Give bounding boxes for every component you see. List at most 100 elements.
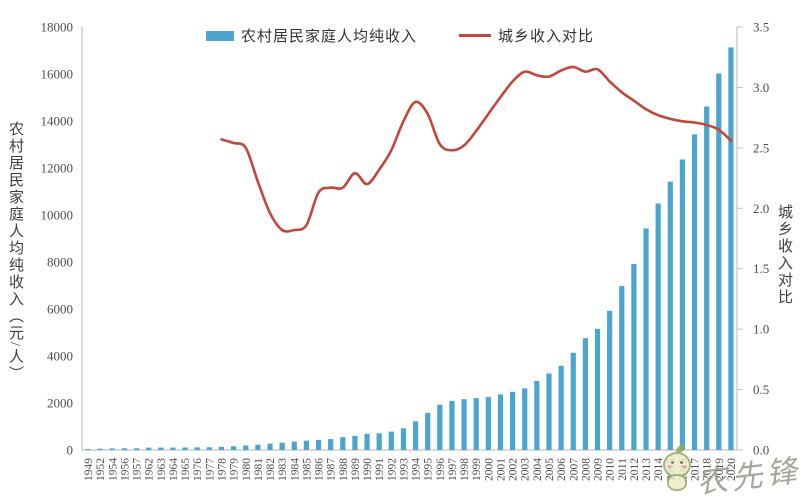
right-tick-label: 3.5 [753, 20, 769, 35]
left-tick-label: 18000 [41, 20, 74, 35]
x-tick-label: 2002 [508, 458, 520, 481]
bar [85, 448, 91, 450]
x-tick-label: 1949 [83, 458, 95, 481]
right-tick-label: 1.5 [753, 261, 769, 276]
x-tick-label: 2013 [641, 458, 653, 481]
legend: 农村居民家庭人均纯收入 城乡收入对比 [0, 25, 800, 46]
bar [582, 338, 588, 450]
x-tick-label: 1980 [241, 458, 253, 481]
right-tick-label: 2.0 [753, 201, 769, 216]
x-tick-label: 1984 [289, 458, 301, 481]
right-tick-label: 3.0 [753, 80, 769, 95]
bar [194, 447, 200, 450]
bar [388, 431, 394, 450]
bar [255, 444, 261, 450]
legend-line-swatch [459, 34, 491, 37]
x-tick-label: 1976 [192, 458, 204, 481]
bar [570, 352, 576, 450]
x-tick-label: 1991 [374, 458, 386, 481]
bar [146, 447, 152, 450]
bar [594, 328, 601, 450]
bar [364, 433, 370, 450]
x-tick-label: 1996 [435, 458, 447, 481]
bar [376, 433, 382, 450]
left-tick-label: 10000 [41, 208, 74, 223]
bar [121, 448, 128, 450]
x-tick-label: 2016 [677, 458, 689, 481]
x-tick-label: 1954 [107, 458, 119, 481]
left-tick-label: 14000 [41, 114, 74, 129]
bar [643, 228, 649, 450]
x-tick-label: 1978 [216, 458, 228, 481]
x-tick-label: 1985 [301, 458, 313, 481]
left-tick-label: 6000 [47, 302, 73, 317]
left-tick-label: 8000 [47, 255, 73, 270]
x-tick-label: 1962 [144, 458, 156, 481]
bar [243, 445, 249, 450]
bar [109, 448, 115, 450]
bar [279, 442, 285, 450]
x-tick-label: 2010 [605, 458, 617, 481]
bar [328, 439, 334, 450]
bar [437, 404, 443, 450]
bar [558, 365, 564, 450]
right-tick-label: 1.0 [753, 322, 769, 337]
left-axis-title: 农村居民家庭人均纯收入（元/人） [7, 121, 23, 383]
x-tick-label: 2005 [544, 458, 556, 481]
x-tick-label: 2017 [690, 458, 702, 481]
bar [97, 448, 103, 450]
bar [449, 400, 455, 450]
legend-line-label: 城乡收入对比 [498, 29, 595, 45]
bar [267, 443, 273, 450]
x-tick-label: 1990 [362, 458, 374, 481]
bar [340, 437, 346, 450]
bar [182, 447, 188, 450]
x-tick-label: 2008 [580, 458, 592, 481]
x-tick-label: 2001 [495, 458, 507, 481]
bar [206, 447, 212, 450]
bar [679, 159, 686, 450]
bar [655, 203, 661, 450]
x-tick-label: 1981 [253, 458, 265, 481]
legend-item-line: 城乡收入对比 [459, 25, 594, 46]
x-tick-label: 1986 [314, 458, 326, 481]
x-tick-label: 2000 [483, 458, 495, 481]
x-tick-label: 2019 [714, 458, 726, 481]
bar [510, 391, 516, 450]
right-tick-label: 0.5 [753, 382, 769, 397]
x-tick-label: 1999 [471, 458, 483, 481]
x-tick-label: 2018 [702, 458, 714, 481]
bar [728, 47, 734, 451]
x-tick-label: 1957 [132, 458, 144, 481]
x-tick-label: 1993 [398, 458, 410, 481]
bar [704, 106, 710, 450]
x-tick-label: 1987 [326, 458, 338, 481]
x-tick-label: 1998 [459, 458, 471, 481]
bar [716, 73, 722, 450]
bar [412, 421, 419, 450]
x-tick-label: 1979 [229, 458, 241, 481]
legend-item-bar: 农村居民家庭人均纯收入 [205, 25, 417, 46]
bar [619, 286, 625, 450]
left-tick-label: 16000 [41, 67, 74, 82]
bar [667, 181, 673, 450]
x-tick-label: 1989 [350, 458, 362, 481]
x-tick-label: 1952 [95, 458, 107, 481]
bar [461, 399, 467, 450]
bar [170, 447, 176, 450]
bar [691, 134, 698, 450]
x-tick-label: 2003 [520, 458, 532, 481]
x-tick-label: 1995 [423, 458, 435, 481]
x-tick-label: 2004 [532, 458, 544, 481]
x-tick-label: 1965 [180, 458, 192, 481]
x-tick-label: 2009 [593, 458, 605, 481]
x-tick-label: 1988 [338, 458, 350, 481]
x-tick-label: 1983 [277, 458, 289, 481]
left-tick-label: 4000 [47, 349, 73, 364]
bar [158, 447, 164, 450]
bar [291, 441, 297, 450]
x-tick-label: 2020 [726, 458, 738, 481]
bar [607, 310, 613, 450]
